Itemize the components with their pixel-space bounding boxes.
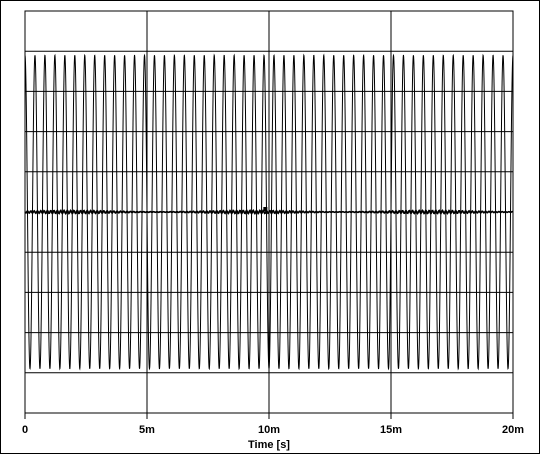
x-tick-label: 5m <box>139 424 155 436</box>
x-tick-label: 10m <box>258 424 280 436</box>
x-axis-ticks: 0 5m 10m 15m 20m <box>22 413 524 436</box>
x-axis-title: Time [s] <box>248 439 290 451</box>
series-group <box>24 53 514 371</box>
x-tick-label: 15m <box>380 424 402 436</box>
x-tick-label: 0 <box>22 424 28 436</box>
cursor-marker[interactable] <box>263 207 268 211</box>
series-ripple-line <box>24 209 514 215</box>
series-sinusoid-line <box>24 53 514 371</box>
x-tick-label: 20m <box>502 424 524 436</box>
